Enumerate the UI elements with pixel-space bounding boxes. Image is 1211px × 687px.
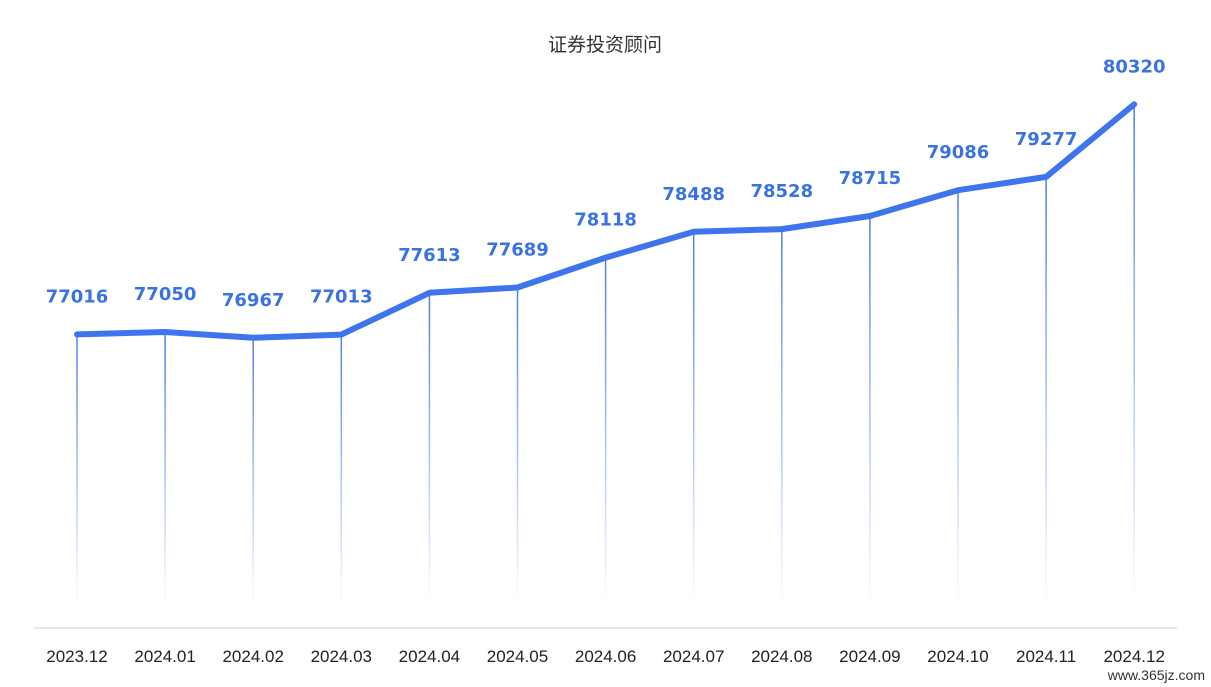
x-tick-label: 2024.04 <box>399 647 460 666</box>
data-label: 77689 <box>486 240 549 261</box>
data-label: 77013 <box>310 287 373 308</box>
drop-line <box>1133 104 1135 609</box>
x-tick-label: 2024.10 <box>927 647 988 666</box>
data-label: 79277 <box>1015 129 1078 150</box>
drop-line <box>164 332 166 608</box>
x-tick-label: 2024.05 <box>487 647 548 666</box>
data-label: 77050 <box>134 284 197 305</box>
x-tick-label: 2024.09 <box>839 647 900 666</box>
x-tick-label: 2024.07 <box>663 647 724 666</box>
data-label: 79086 <box>927 142 990 163</box>
data-label: 78118 <box>574 210 637 231</box>
drop-line <box>1045 176 1047 608</box>
x-tick-label: 2024.12 <box>1103 647 1164 666</box>
drop-lines <box>76 104 1135 609</box>
x-tick-label: 2024.03 <box>311 647 372 666</box>
drop-line <box>781 229 783 608</box>
x-tick-labels: 2023.12 2024.01 2024.02 2024.03 2024.04 2024.… <box>46 647 1165 666</box>
x-tick-label: 2024.02 <box>222 647 283 666</box>
drop-line <box>252 337 254 608</box>
drop-line <box>340 334 343 608</box>
x-tick-label: 2024.08 <box>751 647 812 666</box>
drop-line <box>604 257 607 608</box>
drop-line <box>516 287 519 608</box>
drop-line <box>692 231 695 609</box>
data-labels: 77016 77050 76967 77013 77613 77689 78118 78488… <box>46 56 1166 310</box>
x-tick-label: 2024.01 <box>134 647 195 666</box>
drop-line <box>869 216 871 608</box>
data-label: 78715 <box>839 168 902 189</box>
chart-title: 证券投资顾问 <box>548 34 662 56</box>
watermark: www.365jz.com <box>1107 667 1205 683</box>
drop-line <box>428 292 431 608</box>
data-label: 78488 <box>662 184 725 205</box>
x-tick-label: 2024.06 <box>575 647 636 666</box>
drop-line <box>957 190 959 608</box>
data-label: 77613 <box>398 245 461 266</box>
x-tick-label: 2023.12 <box>46 647 107 666</box>
data-label: 76967 <box>222 290 285 311</box>
data-label: 77016 <box>46 286 109 307</box>
data-label: 80320 <box>1103 56 1166 77</box>
x-tick-label: 2024.11 <box>1016 647 1076 666</box>
drop-line <box>76 334 78 608</box>
series-line <box>74 101 1138 341</box>
data-label: 78528 <box>750 181 813 202</box>
